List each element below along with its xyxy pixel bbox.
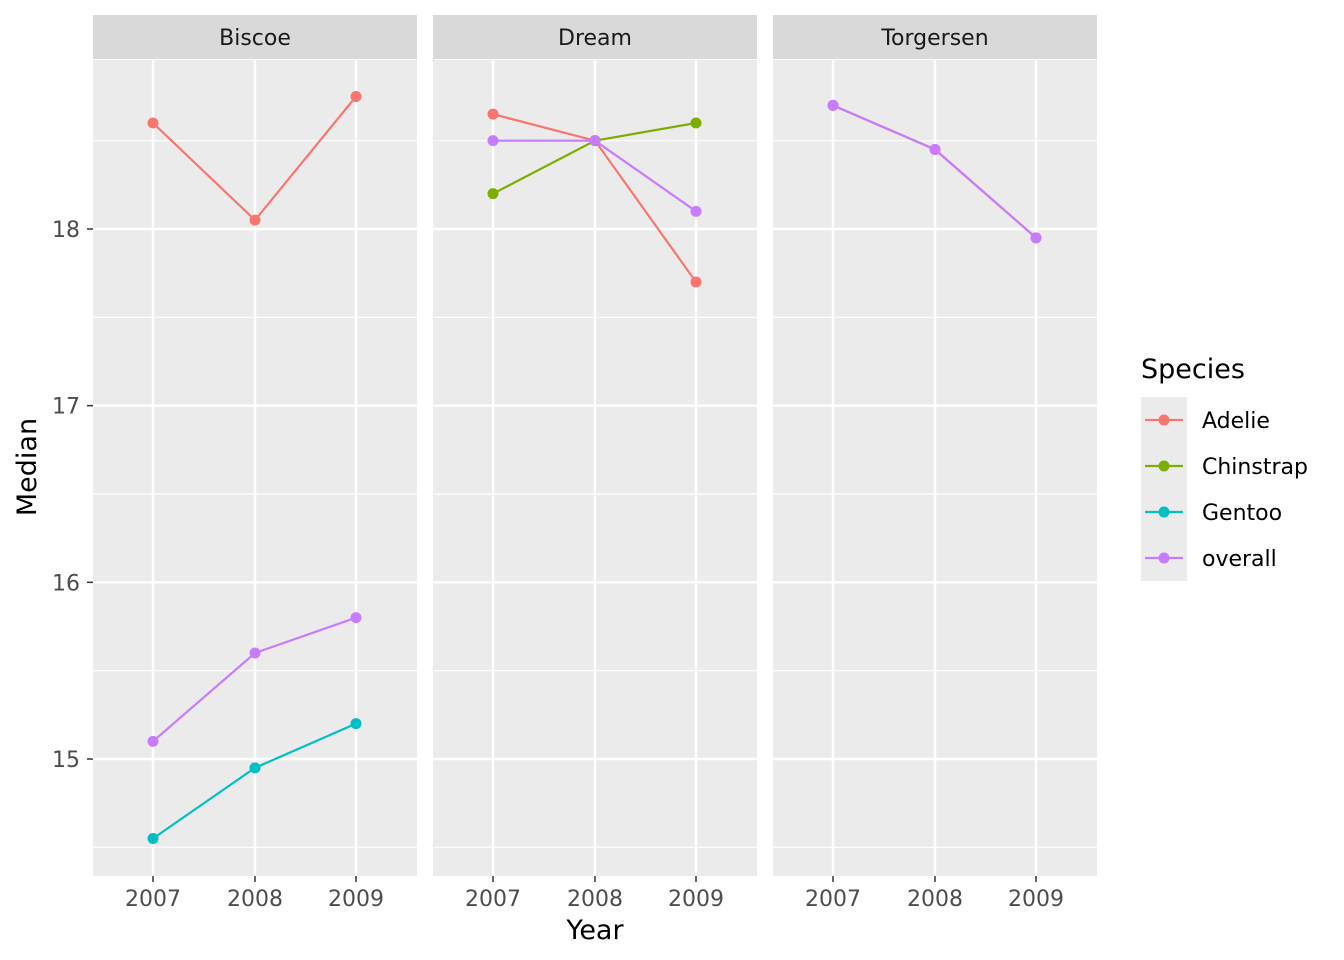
legend-key-point-adelie bbox=[1158, 414, 1170, 426]
y-tick-label: 16 bbox=[52, 571, 80, 596]
data-point-adelie bbox=[350, 91, 362, 102]
data-point-overall bbox=[147, 735, 159, 747]
data-point-gentoo bbox=[249, 762, 261, 774]
y-axis-title: Median bbox=[12, 418, 43, 516]
y-tick-label: 15 bbox=[52, 748, 80, 773]
data-point-adelie bbox=[690, 276, 702, 288]
y-tick-label: 17 bbox=[52, 395, 80, 420]
x-tick-label: 2007 bbox=[125, 887, 181, 912]
legend-key-point-overall bbox=[1158, 552, 1170, 564]
legend-label-overall: overall bbox=[1202, 547, 1277, 572]
legend-key-point-gentoo bbox=[1158, 506, 1170, 518]
data-point-overall bbox=[1030, 232, 1042, 244]
data-point-overall bbox=[827, 99, 839, 111]
facet-panel-torgersen: Torgersen 2007 2008 2009 bbox=[773, 15, 1097, 912]
x-tick-label: 2007 bbox=[465, 887, 521, 912]
facet-strip bbox=[773, 15, 1097, 59]
data-point-adelie bbox=[487, 108, 499, 120]
x-tick-label: 2009 bbox=[1008, 887, 1064, 912]
data-point-overall bbox=[249, 647, 261, 659]
data-point-overall bbox=[487, 135, 499, 147]
data-point-chinstrap bbox=[487, 188, 499, 200]
x-axis-title: Year bbox=[565, 915, 624, 946]
facet-panel-dream: Dream 2007 2008 2009 bbox=[433, 15, 757, 912]
x-tick-label: 2008 bbox=[227, 887, 283, 912]
data-point-gentoo bbox=[350, 718, 362, 730]
data-point-chinstrap bbox=[690, 117, 702, 129]
facet-strip bbox=[93, 15, 417, 59]
data-point-adelie bbox=[249, 214, 261, 226]
data-point-adelie bbox=[147, 117, 159, 129]
data-point-overall bbox=[350, 612, 362, 624]
data-point-gentoo bbox=[147, 833, 159, 844]
data-point-overall bbox=[690, 205, 702, 217]
x-tick-label: 2008 bbox=[567, 887, 623, 912]
x-tick-label: 2008 bbox=[907, 887, 963, 912]
data-point-overall bbox=[589, 135, 601, 147]
x-tick-label: 2009 bbox=[328, 887, 384, 912]
legend-label-adelie: Adelie bbox=[1202, 409, 1270, 434]
legend: Species Adelie Chinstrap Gentoo overall bbox=[1141, 354, 1308, 581]
legend-key-background bbox=[1141, 397, 1187, 581]
facet-strip-label: Torgersen bbox=[880, 26, 988, 51]
x-tick-label: 2009 bbox=[668, 887, 724, 912]
y-tick-label: 18 bbox=[52, 218, 80, 243]
legend-label-gentoo: Gentoo bbox=[1202, 501, 1282, 526]
legend-key-point-chinstrap bbox=[1158, 460, 1170, 472]
legend-title: Species bbox=[1141, 354, 1245, 385]
legend-label-chinstrap: Chinstrap bbox=[1202, 455, 1308, 480]
data-point-overall bbox=[929, 144, 941, 155]
facet-panel-biscoe: Biscoe 2007 2008 2009 bbox=[93, 15, 417, 912]
facet-strip-label: Dream bbox=[558, 26, 632, 51]
facet-strip-label: Biscoe bbox=[219, 26, 291, 51]
facet-strip bbox=[433, 15, 757, 59]
x-tick-label: 2007 bbox=[805, 887, 861, 912]
